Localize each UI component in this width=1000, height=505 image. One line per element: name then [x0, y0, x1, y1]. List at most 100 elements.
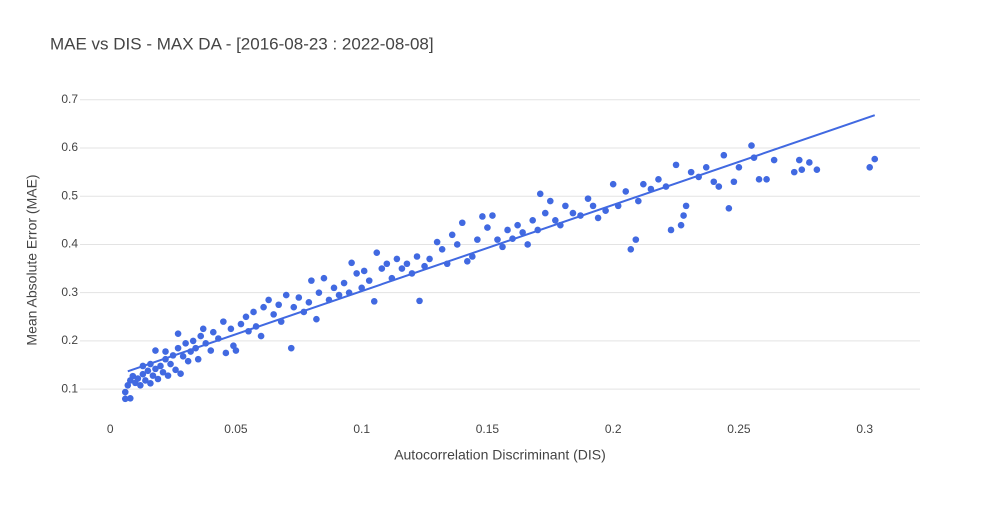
point — [383, 260, 391, 268]
point — [763, 176, 770, 183]
point — [137, 381, 144, 389]
point — [144, 367, 152, 375]
point — [489, 212, 496, 219]
point — [189, 337, 197, 345]
point — [121, 395, 129, 403]
x-tick-label: 0.2 — [605, 422, 622, 436]
point — [157, 362, 164, 370]
x-tick-label: 0.15 — [476, 422, 500, 436]
point — [484, 224, 491, 231]
point — [315, 289, 323, 296]
point — [866, 163, 874, 171]
point — [378, 265, 386, 272]
point — [632, 236, 640, 243]
point — [353, 270, 360, 277]
point — [320, 274, 328, 282]
y-tick-label: 0.4 — [61, 237, 78, 251]
point — [584, 195, 592, 202]
point — [121, 388, 129, 396]
point — [725, 204, 733, 212]
point — [416, 297, 423, 305]
point — [265, 296, 272, 304]
point — [504, 226, 511, 234]
point — [469, 253, 476, 260]
point — [308, 277, 315, 284]
point — [622, 188, 630, 195]
point — [798, 166, 806, 174]
point — [640, 180, 647, 188]
y-tick-label: 0.6 — [61, 140, 78, 154]
point — [174, 330, 182, 337]
point — [184, 357, 192, 365]
y-tick-label: 0.3 — [61, 285, 78, 299]
x-tick-label: 0.3 — [856, 422, 873, 436]
point — [159, 368, 167, 376]
point — [129, 372, 137, 380]
point — [162, 348, 169, 355]
point — [348, 259, 355, 267]
y-tick-label: 0.1 — [61, 381, 78, 395]
point — [813, 166, 821, 174]
point — [220, 318, 227, 325]
x-tick-label: 0.25 — [727, 422, 751, 436]
point — [710, 178, 718, 186]
point — [194, 355, 202, 363]
point — [373, 249, 381, 256]
point — [340, 279, 348, 287]
point — [413, 253, 421, 260]
point — [295, 294, 303, 301]
point — [748, 142, 755, 149]
y-tick-label: 0.5 — [61, 188, 78, 202]
x-tick-label: 0 — [107, 422, 114, 436]
point — [589, 202, 597, 210]
point — [635, 197, 642, 205]
point — [232, 347, 240, 354]
point — [720, 151, 728, 159]
point — [222, 349, 230, 357]
point — [546, 197, 554, 205]
point — [164, 372, 172, 379]
point — [313, 315, 320, 323]
point — [199, 325, 207, 333]
point — [398, 265, 406, 272]
point — [250, 308, 257, 316]
x-tick-label: 0.05 — [224, 422, 248, 436]
point — [260, 303, 267, 311]
point — [755, 176, 763, 183]
point — [594, 214, 602, 222]
trend-line — [127, 114, 876, 373]
point — [474, 236, 481, 243]
point — [677, 221, 685, 229]
point — [134, 375, 142, 382]
point — [655, 176, 662, 183]
y-tick-label: 0.2 — [61, 333, 78, 347]
y-axis-label: Mean Absolute Error (MAE) — [24, 174, 40, 345]
point — [464, 258, 471, 265]
point — [152, 347, 159, 354]
point — [453, 241, 461, 248]
point — [152, 365, 159, 373]
point — [330, 284, 338, 292]
point — [514, 221, 521, 229]
point — [421, 262, 428, 270]
point — [730, 178, 738, 186]
point — [536, 190, 544, 198]
point — [458, 219, 466, 227]
point — [147, 380, 154, 387]
point — [393, 255, 401, 263]
point — [687, 168, 695, 176]
point — [524, 241, 531, 248]
point — [242, 313, 250, 321]
point — [438, 245, 446, 253]
point — [149, 372, 157, 379]
x-axis-label: Autocorrelation Discriminant (DIS) — [394, 447, 606, 463]
point — [227, 325, 235, 333]
point — [174, 344, 182, 352]
point — [179, 353, 187, 360]
point — [552, 217, 559, 224]
point — [360, 267, 368, 275]
point — [139, 370, 147, 378]
point — [270, 311, 277, 318]
point — [335, 291, 343, 299]
